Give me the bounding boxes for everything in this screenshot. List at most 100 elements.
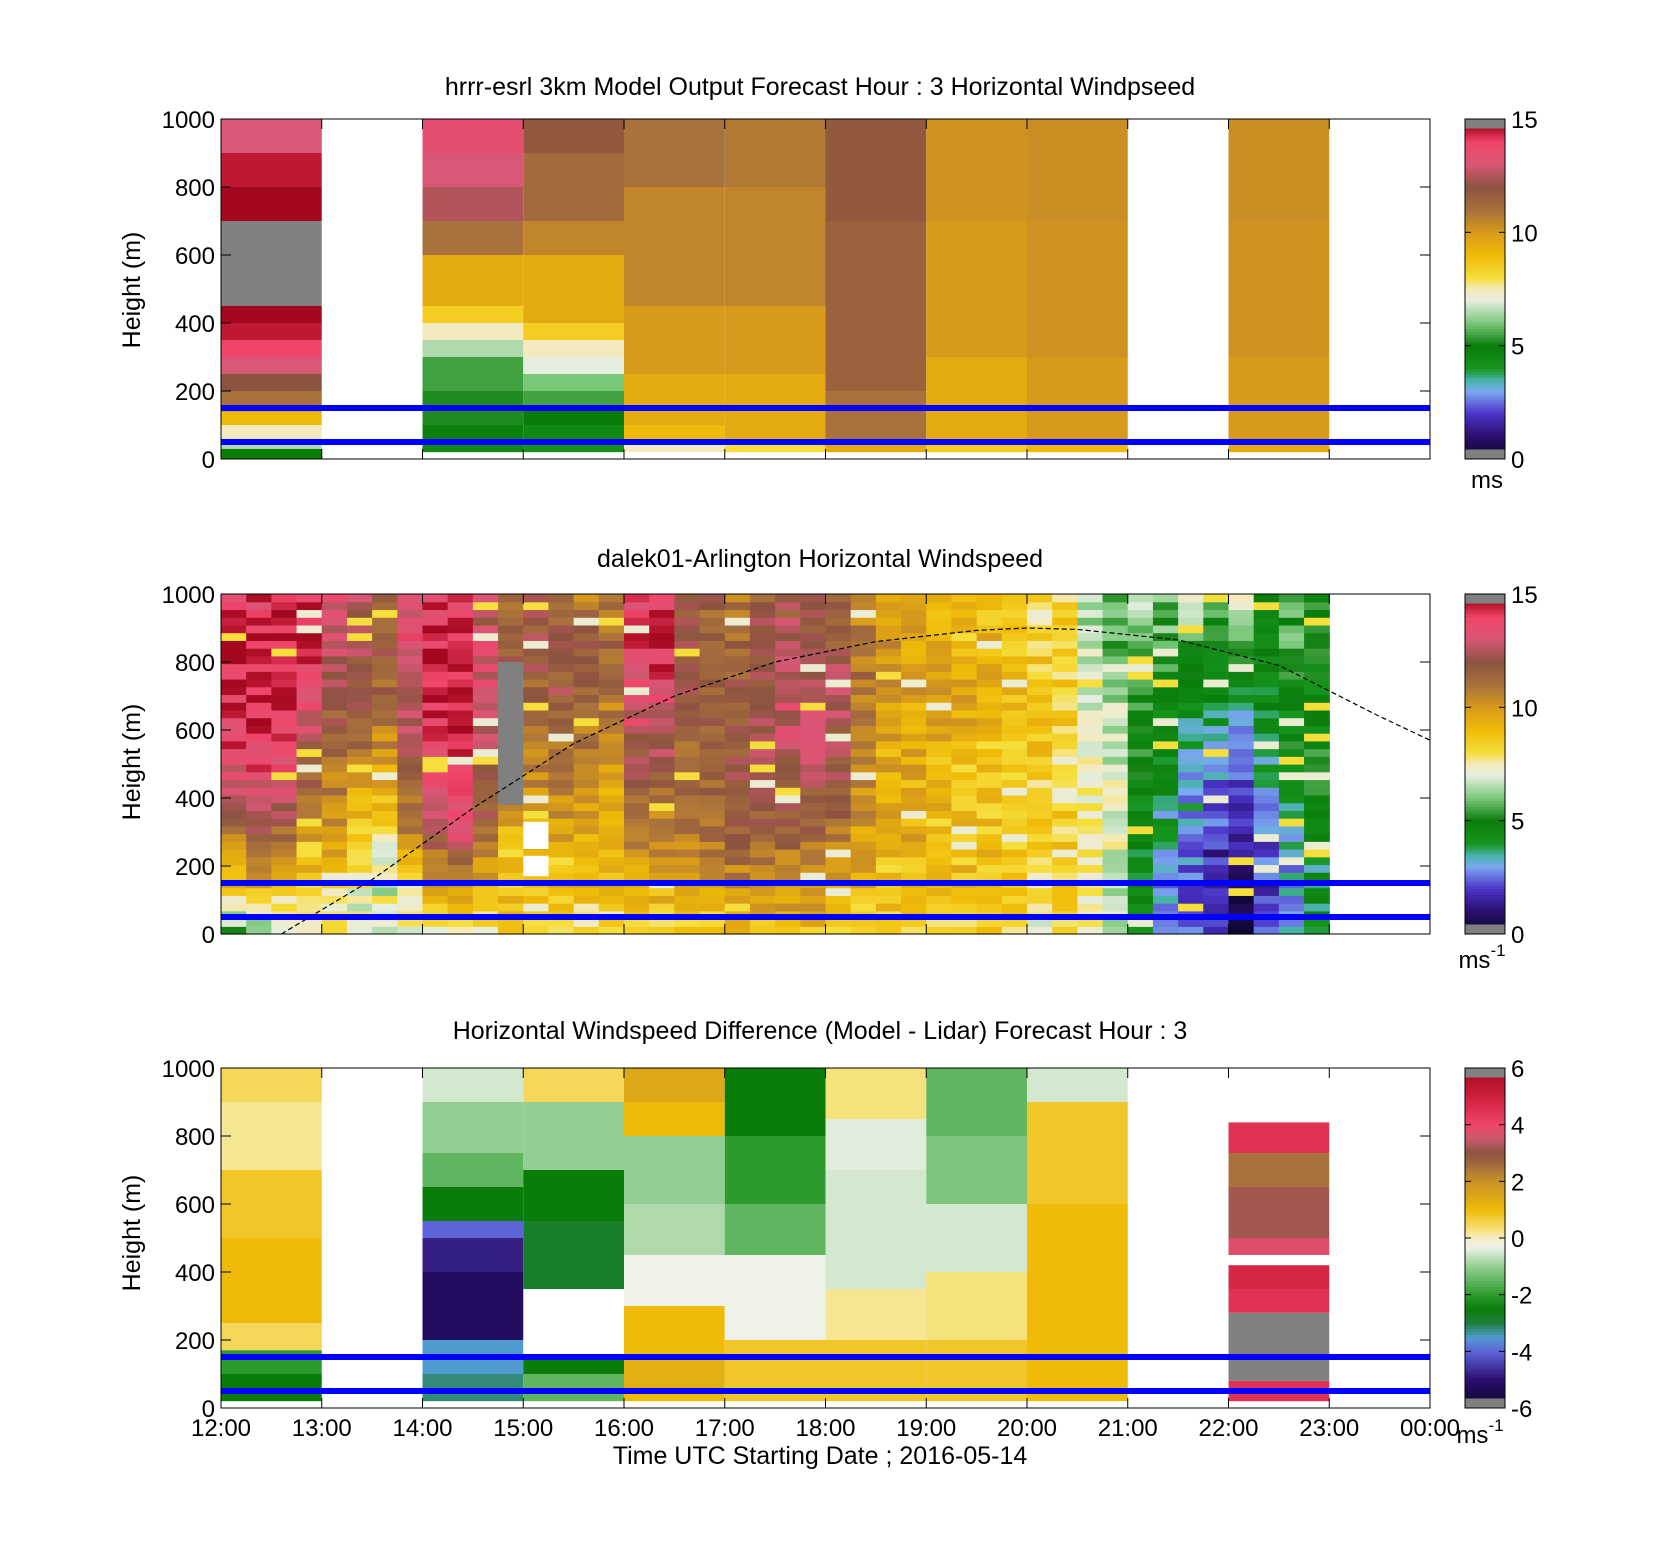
colorbar-step	[1465, 1382, 1505, 1386]
heatmap-cell	[598, 926, 625, 935]
heatmap-cell	[1102, 756, 1129, 765]
colorbar-step	[1465, 286, 1505, 290]
colorbar-step	[1465, 1161, 1505, 1165]
colorbar-step	[1465, 866, 1505, 870]
heatmap-cell	[598, 679, 625, 688]
colorbar-step	[1465, 1286, 1505, 1290]
heatmap-cell	[1077, 787, 1104, 796]
colorbar-step	[1465, 402, 1505, 406]
x-tick-label: 18:00	[795, 1415, 855, 1442]
heatmap-cell	[926, 733, 953, 742]
heatmap-cell	[346, 887, 373, 896]
heatmap-cell	[624, 601, 650, 611]
heatmap-cell	[649, 648, 675, 657]
colorbar-step	[1465, 843, 1505, 847]
heatmap-cell	[1102, 709, 1129, 719]
heatmap-cell	[825, 872, 852, 881]
heatmap-cell	[422, 926, 449, 935]
heatmap-cell	[1304, 663, 1330, 672]
heatmap-cell	[800, 771, 827, 781]
heatmap-cell	[523, 1068, 624, 1102]
heatmap-cell	[472, 918, 499, 927]
heatmap-cell	[901, 787, 927, 796]
heatmap-cell	[296, 895, 323, 904]
heatmap-cell	[1228, 887, 1255, 896]
heatmap-cell	[800, 679, 827, 688]
heatmap-cell	[926, 833, 953, 842]
heatmap-cell	[901, 709, 927, 719]
heatmap-cell	[875, 833, 902, 842]
heatmap-cell	[800, 849, 827, 858]
heatmap-cell	[1278, 864, 1305, 873]
heatmap-cell	[573, 601, 600, 611]
colorbar-step	[1465, 1308, 1505, 1313]
heatmap-cell	[296, 717, 323, 726]
heatmap-cell	[1001, 632, 1028, 641]
heatmap-cell	[1304, 841, 1330, 850]
heatmap-cell	[372, 841, 398, 850]
heatmap-cell	[775, 887, 801, 896]
heatmap-cell	[800, 725, 827, 734]
colorbar-step	[1465, 764, 1505, 768]
heatmap-cell	[271, 725, 298, 734]
heatmap-cell	[800, 740, 827, 750]
heatmap-cell	[523, 679, 550, 688]
heatmap-cell	[1077, 694, 1104, 703]
heatmap-cell	[1077, 764, 1104, 773]
heatmap-cell	[321, 624, 348, 634]
heatmap-cell	[1001, 825, 1028, 835]
heatmap-cell	[674, 856, 701, 866]
heatmap-cell	[271, 764, 298, 773]
heatmap-cell	[346, 764, 373, 773]
heatmap-cell	[1178, 810, 1204, 819]
heatmap-cell	[447, 864, 474, 873]
colorbar-step	[1465, 1303, 1505, 1307]
heatmap-cell	[1178, 887, 1204, 896]
colorbar-step	[1465, 871, 1505, 875]
heatmap-cell	[901, 717, 927, 726]
colorbar-step	[1465, 1311, 1505, 1315]
heatmap-cell	[724, 632, 751, 641]
heatmap-cell	[1278, 624, 1305, 634]
heatmap-cell	[825, 391, 927, 442]
heatmap-cell	[825, 221, 927, 391]
heatmap-cell	[724, 702, 751, 711]
heatmap-cell	[749, 841, 776, 850]
heatmap-cell	[346, 655, 373, 665]
heatmap-cell	[976, 771, 1003, 781]
heatmap-cell	[523, 340, 624, 357]
heatmap-cell	[1278, 648, 1305, 657]
heatmap-cell	[573, 779, 600, 788]
colorbar-step	[1465, 812, 1505, 816]
heatmap-cell	[447, 640, 474, 649]
heatmap-cell	[346, 802, 373, 811]
heatmap-cell	[523, 849, 550, 858]
heatmap-cell	[447, 609, 474, 618]
colorbar-step	[1465, 1317, 1505, 1321]
heatmap-cell	[221, 856, 247, 866]
heatmap-cell	[674, 679, 701, 688]
heatmap-cell	[699, 748, 726, 757]
heatmap-cell	[850, 779, 877, 788]
colorbar-step	[1465, 911, 1505, 915]
heatmap-cell	[976, 825, 1003, 835]
heatmap-cell	[372, 601, 398, 611]
heatmap-cell	[472, 748, 499, 757]
heatmap-cell	[800, 756, 827, 765]
heatmap-cell	[1278, 887, 1305, 896]
heatmap-cell	[1178, 771, 1204, 781]
heatmap-cell	[498, 903, 524, 912]
heatmap-cell	[624, 818, 650, 827]
heatmap-cell	[749, 818, 776, 827]
heatmap-cell	[649, 679, 675, 688]
heatmap-cell	[271, 864, 298, 873]
heatmap-cell	[397, 787, 424, 796]
heatmap-cell	[548, 856, 575, 866]
heatmap-cell	[976, 887, 1003, 896]
heatmap-cell	[800, 594, 827, 603]
heatmap-cell	[800, 655, 827, 665]
heatmap-cell	[1027, 624, 1053, 634]
heatmap-cell	[850, 872, 877, 881]
heatmap-cell	[548, 825, 575, 835]
heatmap-cell	[649, 841, 675, 850]
